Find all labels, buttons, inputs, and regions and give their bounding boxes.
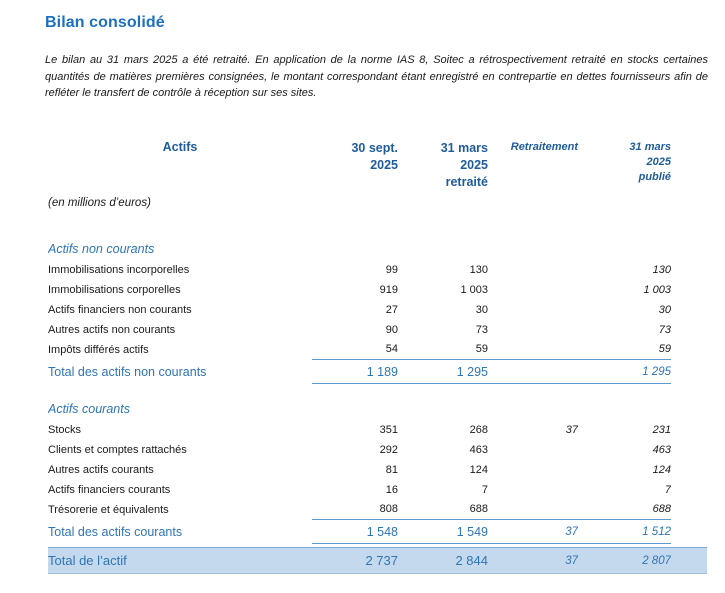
intro-paragraph: Le bilan au 31 mars 2025 a été retraité.… xyxy=(45,54,708,99)
grand-total-pad-cell xyxy=(671,547,707,574)
cell-mars-2025-publie: 73 xyxy=(658,323,671,336)
cell-sept-2025: 16 xyxy=(385,483,398,496)
col-header-actifs: Actifs xyxy=(162,139,198,154)
cell-mars-2025-publie: 124 xyxy=(652,463,671,476)
grand-total-sept-2025: 2 737 xyxy=(312,547,398,574)
table-row: Immobilisations incorporelles 99 130 130 xyxy=(48,260,707,280)
grand-total-row: Total de l’actif 2 737 2 844 37 2 807 xyxy=(48,547,707,574)
total-sept-2025: 1 189 xyxy=(312,359,398,384)
total-retraitement xyxy=(488,359,578,384)
col-header-sept-2025: 30 sept. 2025 xyxy=(351,140,398,172)
row-label: Actifs financiers courants xyxy=(48,483,171,496)
report-page: Bilan consolidé Le bilan au 31 mars 2025… xyxy=(45,14,708,574)
cell-mars-2025-retraite: 30 xyxy=(475,303,488,316)
total-label: Total des actifs courants xyxy=(48,524,183,539)
cell-retraitement xyxy=(488,260,578,280)
table-row: Clients et comptes rattachés 292 463 463 xyxy=(48,440,707,460)
cell-mars-2025-publie: 130 xyxy=(652,263,671,276)
unit-note: (en millions d’euros) xyxy=(48,196,151,209)
col-header-mars-2025-publie: 31 mars 2025 publié xyxy=(629,140,671,183)
spacer xyxy=(48,214,707,238)
cell-sept-2025: 919 xyxy=(379,283,398,296)
table-row: Autres actifs non courants 90 73 73 xyxy=(48,320,707,340)
cell-mars-2025-retraite: 268 xyxy=(469,423,488,436)
row-label: Autres actifs non courants xyxy=(48,323,176,336)
section-title: Actifs courants xyxy=(48,401,130,416)
total-mars-2025-publie: 1 295 xyxy=(578,359,671,384)
section-header-courants: Actifs courants xyxy=(48,398,707,420)
cell-mars-2025-retraite: 124 xyxy=(469,463,488,476)
cell-mars-2025-publie: 7 xyxy=(664,483,671,496)
cell-sept-2025: 54 xyxy=(385,343,398,356)
cell-sept-2025: 81 xyxy=(385,463,398,476)
total-sept-2025: 1 548 xyxy=(312,519,398,544)
row-label: Immobilisations incorporelles xyxy=(48,263,190,276)
cell-retraitement xyxy=(488,300,578,320)
table-row: Actifs financiers non courants 27 30 30 xyxy=(48,300,707,320)
grand-total-label: Total de l’actif xyxy=(48,547,312,574)
table-row: Trésorerie et équivalents 808 688 688 xyxy=(48,500,707,520)
total-mars-2025-publie: 1 512 xyxy=(578,519,671,544)
cell-mars-2025-publie: 688 xyxy=(652,503,671,516)
spacer xyxy=(48,384,707,398)
grand-total-retraitement: 37 xyxy=(488,547,578,574)
header-pad-cell xyxy=(671,140,707,192)
cell-mars-2025-retraite: 59 xyxy=(475,343,488,356)
unit-note-row: (en millions d’euros) xyxy=(48,192,707,214)
row-label: Stocks xyxy=(48,423,82,436)
balance-sheet-table: Actifs 30 sept. 2025 31 mars 2025 retrai… xyxy=(48,140,707,574)
cell-sept-2025: 27 xyxy=(385,303,398,316)
cell-mars-2025-retraite: 1 003 xyxy=(460,283,488,296)
table-row: Stocks 351 268 37 231 xyxy=(48,420,707,440)
page-title: Bilan consolidé xyxy=(45,14,165,31)
cell-retraitement xyxy=(488,320,578,340)
cell-sept-2025: 90 xyxy=(385,323,398,336)
cell-mars-2025-publie: 231 xyxy=(652,423,671,436)
cell-mars-2025-publie: 463 xyxy=(652,443,671,456)
cell-mars-2025-publie: 59 xyxy=(658,343,671,356)
grand-total-mars-2025-publie: 2 807 xyxy=(578,547,671,574)
col-header-mars-2025-retraite: 31 mars 2025 retraité xyxy=(440,140,488,189)
cell-mars-2025-retraite: 463 xyxy=(469,443,488,456)
cell-retraitement: 37 xyxy=(565,423,578,436)
cell-sept-2025: 351 xyxy=(379,423,398,436)
cell-retraitement xyxy=(488,280,578,300)
cell-retraitement xyxy=(488,340,578,360)
table-row: Immobilisations corporelles 919 1 003 1 … xyxy=(48,280,707,300)
row-label: Actifs financiers non courants xyxy=(48,303,192,316)
row-label: Autres actifs courants xyxy=(48,463,154,476)
total-mars-2025-retraite: 1 549 xyxy=(398,519,488,544)
table-row: Actifs financiers courants 16 7 7 xyxy=(48,480,707,500)
total-retraitement: 37 xyxy=(488,519,578,544)
cell-retraitement xyxy=(488,460,578,480)
row-label: Impôts différés actifs xyxy=(48,343,149,356)
cell-mars-2025-publie: 30 xyxy=(658,303,671,316)
total-row-courants: Total des actifs courants 1 548 1 549 37… xyxy=(48,519,707,544)
cell-mars-2025-publie: 1 003 xyxy=(643,283,671,296)
cell-sept-2025: 808 xyxy=(379,503,398,516)
cell-mars-2025-retraite: 688 xyxy=(469,503,488,516)
col-header-retraitement: Retraitement xyxy=(510,140,578,153)
table-row: Impôts différés actifs 54 59 59 xyxy=(48,340,707,360)
cell-sept-2025: 99 xyxy=(385,263,398,276)
cell-mars-2025-retraite: 7 xyxy=(481,483,488,496)
total-row-non-courants: Total des actifs non courants 1 189 1 29… xyxy=(48,359,707,384)
cell-retraitement xyxy=(488,500,578,520)
total-mars-2025-retraite: 1 295 xyxy=(398,359,488,384)
total-label: Total des actifs non courants xyxy=(48,364,207,379)
grand-total-mars-2025-retraite: 2 844 xyxy=(398,547,488,574)
cell-sept-2025: 292 xyxy=(379,443,398,456)
row-label: Trésorerie et équivalents xyxy=(48,503,169,516)
cell-retraitement xyxy=(488,480,578,500)
section-header-non-courants: Actifs non courants xyxy=(48,238,707,260)
table-header-row: Actifs 30 sept. 2025 31 mars 2025 retrai… xyxy=(48,140,707,192)
table-row: Autres actifs courants 81 124 124 xyxy=(48,460,707,480)
cell-mars-2025-retraite: 73 xyxy=(475,323,488,336)
row-label: Immobilisations corporelles xyxy=(48,283,181,296)
cell-retraitement xyxy=(488,440,578,460)
row-label: Clients et comptes rattachés xyxy=(48,443,187,456)
section-title: Actifs non courants xyxy=(48,241,155,256)
cell-mars-2025-retraite: 130 xyxy=(469,263,488,276)
